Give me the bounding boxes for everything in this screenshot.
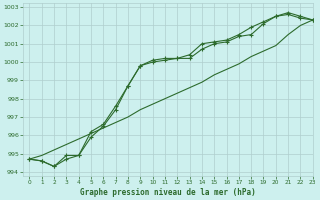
X-axis label: Graphe pression niveau de la mer (hPa): Graphe pression niveau de la mer (hPa) bbox=[80, 188, 256, 197]
